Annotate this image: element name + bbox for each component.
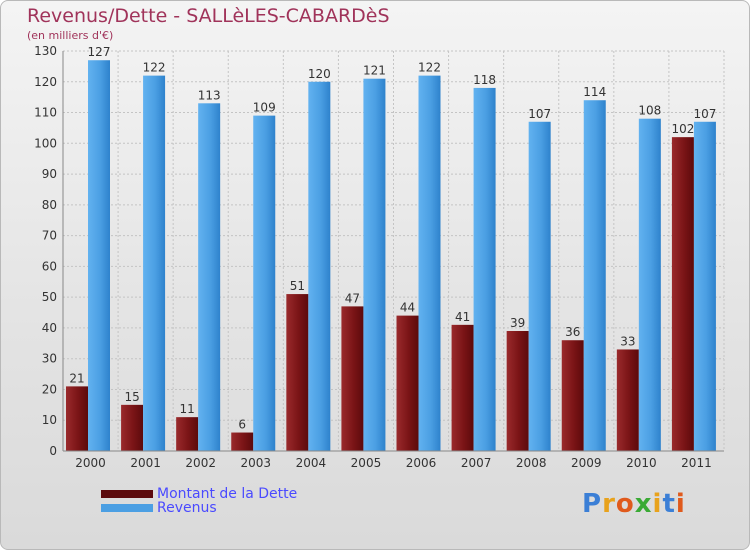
debt-bar — [66, 386, 88, 451]
legend-swatch-debt — [101, 490, 153, 498]
debt-bar — [506, 331, 529, 451]
x-tick-label: 2008 — [516, 456, 547, 470]
debt-value-label: 39 — [510, 316, 525, 330]
y-tick-label: 0 — [49, 444, 57, 458]
debt-bar — [671, 137, 694, 451]
debt-value-label: 41 — [455, 310, 470, 324]
debt-value-label: 36 — [565, 325, 580, 339]
legend-label-debt: Montant de la Dette — [157, 486, 298, 502]
revenue-value-label: 108 — [638, 104, 661, 118]
x-tick-label: 2001 — [130, 456, 161, 470]
revenue-value-label: 121 — [363, 64, 386, 78]
revenue-bar — [528, 121, 551, 452]
legend-label-revenue: Revenus — [157, 500, 217, 516]
debt-bar — [176, 417, 199, 451]
debt-bar — [451, 324, 474, 451]
debt-value-label: 33 — [620, 334, 635, 348]
logo-letter: i — [652, 489, 663, 519]
revenue-bar — [198, 103, 221, 452]
revenue-value-label: 107 — [693, 107, 716, 121]
debt-bar — [231, 432, 254, 451]
y-tick-label: 120 — [34, 75, 57, 89]
x-tick-label: 2000 — [75, 456, 106, 470]
x-tick-label: 2006 — [406, 456, 437, 470]
axis-layer: 0 10 20 30 40 50 60 70 80 90 100 110 120 130 2000 2001 2… — [34, 44, 724, 470]
revenue-bar — [473, 87, 496, 451]
logo-letter: x — [634, 489, 653, 519]
revenue-value-label: 114 — [583, 85, 606, 99]
debt-value-label: 51 — [290, 279, 305, 293]
x-tick-label: 2011 — [681, 456, 712, 470]
y-tick-label: 100 — [34, 136, 57, 150]
revenue-bar — [418, 75, 441, 451]
chart-title: Revenus/Dette - SALLèLES-CABARDèS — [27, 5, 390, 27]
y-tick-label: 30 — [42, 352, 57, 366]
y-tick-label: 60 — [42, 259, 57, 273]
debt-value-label: 15 — [124, 390, 139, 404]
x-tick-label: 2003 — [241, 456, 272, 470]
y-tick-label: 40 — [42, 321, 57, 335]
debt-value-label: 47 — [345, 291, 360, 305]
revenue-value-label: 118 — [473, 73, 496, 87]
revenue-value-label: 120 — [308, 67, 331, 81]
revenue-value-label: 113 — [198, 88, 221, 102]
revenue-value-label: 127 — [88, 45, 111, 59]
revenue-value-label: 107 — [528, 107, 551, 121]
logo-letter: r — [602, 489, 616, 519]
y-tick-label: 50 — [42, 290, 57, 304]
bar-layer — [66, 60, 716, 452]
revenue-bar — [363, 78, 386, 451]
debt-value-label: 21 — [69, 371, 84, 385]
x-tick-label: 2009 — [571, 456, 602, 470]
grid-layer — [62, 50, 725, 452]
x-tick-label: 2002 — [185, 456, 216, 470]
revenue-bar — [88, 60, 110, 451]
y-tick-label: 130 — [34, 44, 57, 58]
debt-bar — [561, 340, 584, 451]
legend-swatch-revenue — [101, 504, 153, 512]
y-tick-label: 70 — [42, 229, 57, 243]
logo-letter: o — [615, 489, 635, 519]
x-tick-label: 2005 — [351, 456, 382, 470]
x-tick-label: 2007 — [461, 456, 492, 470]
revenue-value-label: 109 — [253, 101, 276, 115]
chart-subtitle: (en milliers d'€) — [27, 29, 114, 42]
debt-bar — [286, 294, 309, 451]
revenue-bar — [308, 81, 331, 452]
debt-value-label: 102 — [671, 122, 694, 136]
label-layer: 21 127 15 122 11 113 6 109 51 120 47 121 44 122 41 118 3… — [69, 45, 716, 431]
proxiti-logo: Proxiti — [582, 489, 686, 519]
debt-bar — [341, 306, 364, 451]
logo-letter: t — [662, 489, 676, 519]
debt-value-label: 6 — [238, 418, 246, 432]
debt-bar — [121, 404, 144, 451]
y-tick-label: 80 — [42, 198, 57, 212]
revenue-bar — [253, 115, 276, 451]
x-tick-label: 2010 — [626, 456, 657, 470]
debt-value-label: 11 — [180, 402, 195, 416]
revenue-value-label: 122 — [143, 61, 166, 75]
x-tick-label: 2004 — [296, 456, 327, 470]
debt-bar — [616, 349, 639, 451]
revenue-bar — [583, 100, 606, 451]
y-tick-label: 90 — [42, 167, 57, 181]
revenue-value-label: 122 — [418, 61, 441, 75]
logo-letter: P — [582, 489, 603, 519]
revenue-bar — [693, 121, 716, 452]
y-tick-label: 10 — [42, 413, 57, 427]
y-tick-label: 110 — [34, 106, 57, 120]
debt-value-label: 44 — [400, 301, 415, 315]
y-tick-label: 20 — [42, 382, 57, 396]
revenue-bar — [638, 118, 661, 451]
debt-bar — [396, 315, 419, 451]
revenue-bar — [143, 75, 166, 451]
logo-letter: i — [675, 489, 686, 519]
